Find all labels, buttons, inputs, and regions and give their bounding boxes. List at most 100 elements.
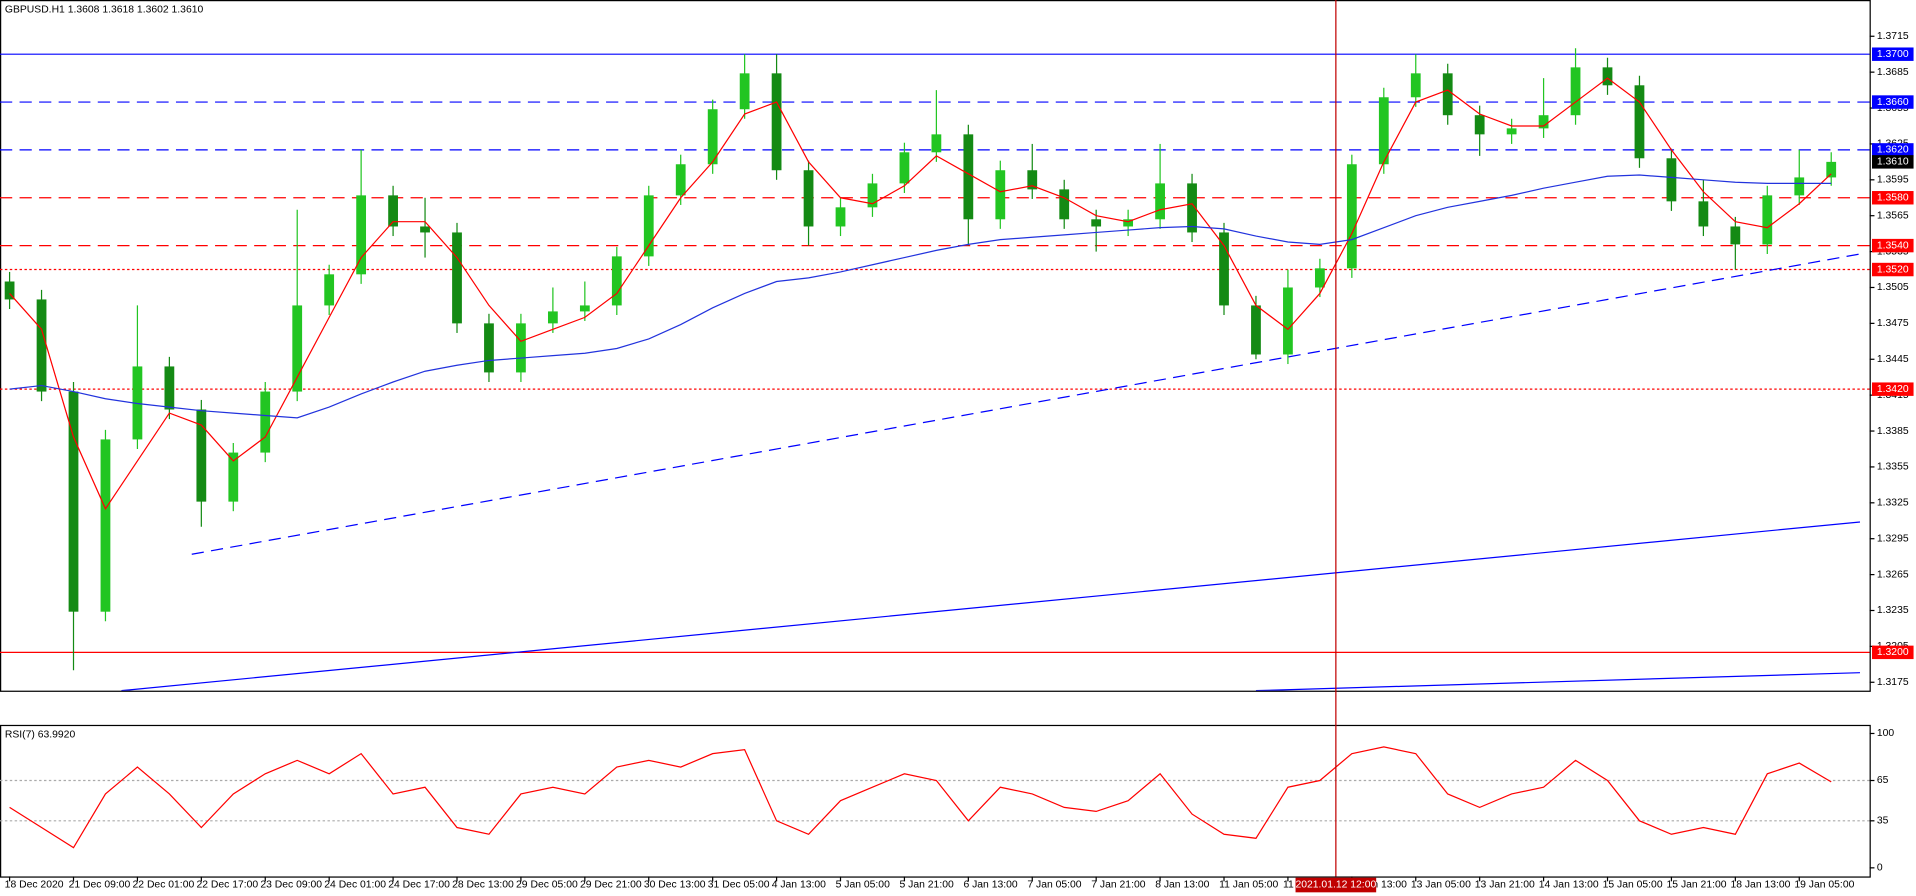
y-tick-label: 1.3685 bbox=[1877, 67, 1909, 78]
candle-body bbox=[1123, 219, 1134, 227]
y-tick-label: 1.3175 bbox=[1877, 677, 1909, 688]
y-tick-label: 1.3325 bbox=[1877, 498, 1909, 509]
candle-body bbox=[675, 164, 686, 196]
candle-body bbox=[1826, 161, 1837, 178]
level-label: 1.3420 bbox=[1877, 384, 1909, 395]
y-tick-label: 1.3385 bbox=[1877, 426, 1909, 437]
current-price-box bbox=[1872, 155, 1914, 169]
x-tick-label: 24 Dec 17:00 bbox=[388, 880, 450, 891]
candle-body bbox=[707, 109, 718, 165]
x-tick-label: 5 Jan 21:00 bbox=[900, 880, 954, 891]
x-tick-label: 29 Dec 21:00 bbox=[580, 880, 642, 891]
x-tick-label: 8 Jan 13:00 bbox=[1155, 880, 1209, 891]
overlay: 1.31751.32051.32351.32651.32951.33251.33… bbox=[5, 0, 1914, 893]
x-tick-label: 6 Jan 13:00 bbox=[963, 880, 1017, 891]
rsi-title: RSI(7) 63.9920 bbox=[5, 729, 76, 740]
candle-body bbox=[1346, 164, 1357, 269]
x-tick-label: 12 Jan 13:00 bbox=[1347, 880, 1407, 891]
trendline bbox=[191, 253, 1861, 555]
x-tick-label: 31 Dec 05:00 bbox=[708, 880, 770, 891]
candle-body bbox=[452, 232, 462, 324]
candle-body bbox=[516, 323, 526, 373]
candle-body bbox=[420, 226, 430, 233]
main-plot bbox=[0, 48, 1870, 691]
candle-body bbox=[1027, 170, 1038, 190]
y-tick-label: 1.3595 bbox=[1877, 175, 1909, 186]
candle-body bbox=[579, 305, 590, 312]
x-tick-label: 24 Dec 01:00 bbox=[324, 880, 386, 891]
level-label-box bbox=[1872, 47, 1914, 61]
candle-body bbox=[1730, 226, 1741, 245]
candle-body bbox=[899, 152, 910, 184]
candle-body bbox=[643, 195, 654, 257]
level-label: 1.3540 bbox=[1877, 240, 1909, 251]
candle-body bbox=[611, 256, 622, 306]
y-tick-label: 1.3295 bbox=[1877, 533, 1909, 544]
level-label: 1.3200 bbox=[1877, 647, 1909, 658]
crosshair-label-box bbox=[1295, 877, 1377, 893]
x-tick-label: 28 Dec 13:00 bbox=[452, 880, 514, 891]
moving-average bbox=[9, 174, 1832, 419]
crosshair-label: 2021.01.12 12:00 bbox=[1295, 880, 1376, 891]
y-tick-label: 1.3505 bbox=[1877, 282, 1909, 293]
candle-body bbox=[1442, 73, 1453, 116]
x-tick-label: 4 Jan 13:00 bbox=[772, 880, 826, 891]
candle-body bbox=[1283, 287, 1293, 355]
candle-body bbox=[1314, 268, 1325, 288]
candle-body bbox=[1794, 177, 1805, 196]
x-tick-label: 23 Dec 09:00 bbox=[260, 880, 322, 891]
candle-body bbox=[995, 170, 1006, 220]
x-tick-label: 5 Jan 05:00 bbox=[836, 880, 890, 891]
rsi-plot bbox=[0, 746, 1870, 849]
level-label: 1.3520 bbox=[1877, 264, 1909, 275]
level-label-box bbox=[1872, 262, 1914, 277]
chart-title: GBPUSD.H1 1.3608 1.3618 1.3602 1.3610 bbox=[5, 5, 204, 16]
candle-body bbox=[931, 134, 942, 153]
rsi-panel-frame bbox=[0, 724, 1871, 878]
candle-body bbox=[1187, 183, 1197, 233]
level-label-box bbox=[1872, 95, 1914, 109]
trendline bbox=[1255, 672, 1860, 691]
candle-body bbox=[388, 195, 398, 227]
candle-body bbox=[1666, 158, 1677, 202]
level-label: 1.3700 bbox=[1877, 49, 1909, 60]
x-tick-label: 7 Jan 21:00 bbox=[1091, 880, 1145, 891]
x-tick-label: 13 Jan 05:00 bbox=[1411, 880, 1471, 891]
x-tick-label: 22 Dec 01:00 bbox=[133, 880, 195, 891]
candle-body bbox=[1538, 115, 1549, 129]
candle-body bbox=[228, 452, 239, 502]
x-tick-label: 21 Dec 09:00 bbox=[69, 880, 131, 891]
candle-body bbox=[1219, 232, 1229, 306]
candle-body bbox=[1251, 305, 1261, 355]
candle-body bbox=[803, 170, 814, 227]
x-tick-label: 22 Dec 17:00 bbox=[196, 880, 258, 891]
candle-body bbox=[1570, 67, 1581, 116]
candle-body bbox=[1506, 128, 1517, 135]
candle-body bbox=[1155, 183, 1165, 220]
rsi-y-tick-label: 0 bbox=[1877, 863, 1883, 874]
candle-body bbox=[1762, 195, 1773, 245]
candle-body bbox=[1634, 85, 1645, 159]
y-tick-label: 1.3355 bbox=[1877, 462, 1909, 473]
candle-body bbox=[771, 73, 782, 171]
candle-body bbox=[4, 281, 15, 300]
rsi-line bbox=[9, 746, 1832, 849]
candle-body bbox=[68, 391, 79, 612]
candle-body bbox=[963, 134, 974, 220]
candle-body bbox=[164, 366, 175, 410]
candle-body bbox=[1378, 97, 1389, 165]
x-tick-label: 15 Jan 05:00 bbox=[1603, 880, 1663, 891]
y-tick-label: 1.3265 bbox=[1877, 569, 1909, 580]
candle-body bbox=[739, 73, 750, 110]
rsi-y-tick-label: 35 bbox=[1877, 816, 1889, 827]
x-tick-label: 15 Jan 21:00 bbox=[1667, 880, 1727, 891]
candle-body bbox=[1602, 67, 1613, 86]
candle-body bbox=[36, 299, 47, 392]
level-label-box bbox=[1872, 238, 1914, 253]
candle-body bbox=[260, 391, 271, 453]
x-tick-label: 19 Jan 05:00 bbox=[1794, 880, 1854, 891]
x-tick-label: 14 Jan 13:00 bbox=[1539, 880, 1599, 891]
candle-body bbox=[292, 305, 303, 392]
y-tick-label: 1.3445 bbox=[1877, 354, 1909, 365]
